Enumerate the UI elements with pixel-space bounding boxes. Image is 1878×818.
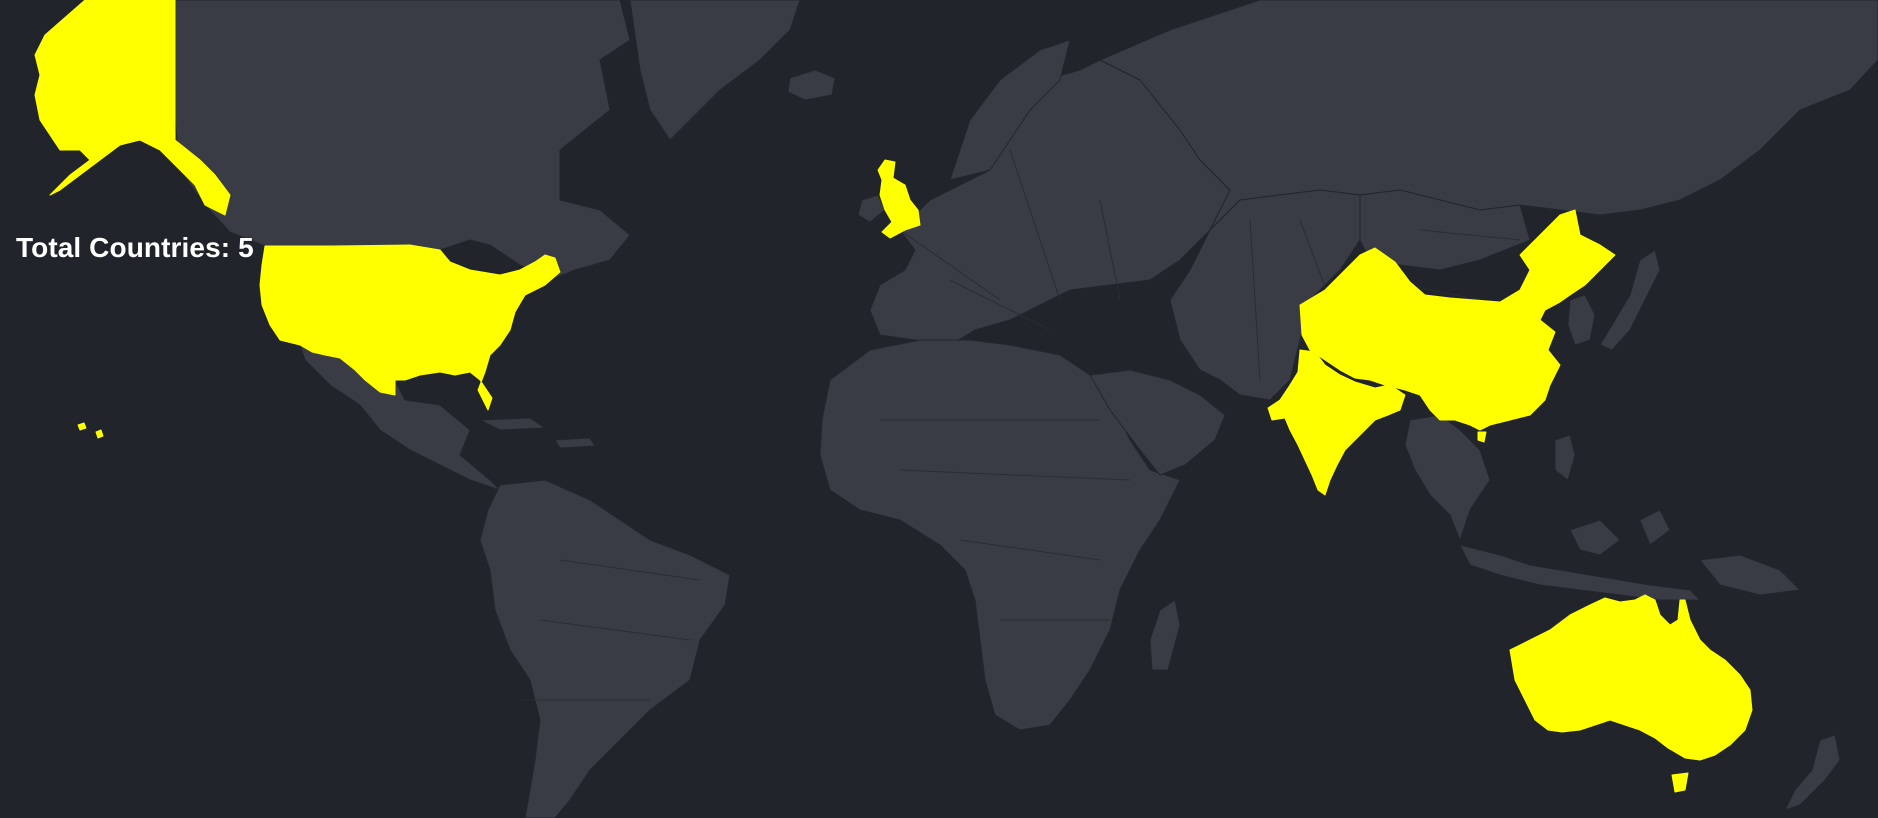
country-greenland[interactable]: [629, 0, 801, 141]
country-usa-contiguous[interactable]: [259, 244, 561, 411]
region-southeast-asia[interactable]: [1404, 414, 1491, 541]
land-layer: [174, 0, 1878, 818]
region-central-asia[interactable]: [1169, 189, 1361, 401]
highlight-layer: [34, 0, 1753, 793]
country-united-kingdom[interactable]: [877, 159, 921, 239]
continent-africa[interactable]: [819, 339, 1181, 731]
country-japan[interactable]: [1599, 249, 1661, 351]
country-india[interactable]: [1267, 349, 1406, 496]
country-philippines[interactable]: [1554, 434, 1576, 481]
country-australia[interactable]: [1509, 594, 1753, 761]
country-australia-tasmania[interactable]: [1671, 772, 1689, 793]
region-indonesia[interactable]: [1459, 509, 1701, 601]
country-ireland[interactable]: [857, 194, 886, 223]
country-china[interactable]: [1299, 209, 1616, 431]
continent-south-america[interactable]: [479, 479, 731, 818]
region-middle-east[interactable]: [1089, 369, 1226, 476]
country-china-islands[interactable]: [1477, 431, 1487, 443]
country-usa-hawaii[interactable]: [77, 422, 104, 439]
total-countries-count: 5: [238, 232, 254, 263]
total-countries-text: Total Countries:: [16, 232, 231, 263]
border-layer: [520, 149, 1521, 701]
islands-caribbean: [479, 417, 596, 449]
region-scandinavia[interactable]: [949, 39, 1071, 181]
country-madagascar[interactable]: [1149, 599, 1181, 671]
country-new-zealand[interactable]: [1784, 734, 1841, 811]
country-iceland[interactable]: [787, 69, 836, 101]
country-korea[interactable]: [1567, 294, 1596, 346]
country-usa-alaska[interactable]: [34, 0, 231, 216]
country-papua-new-guinea[interactable]: [1699, 554, 1801, 596]
total-countries-label: Total Countries: 5: [16, 232, 254, 264]
